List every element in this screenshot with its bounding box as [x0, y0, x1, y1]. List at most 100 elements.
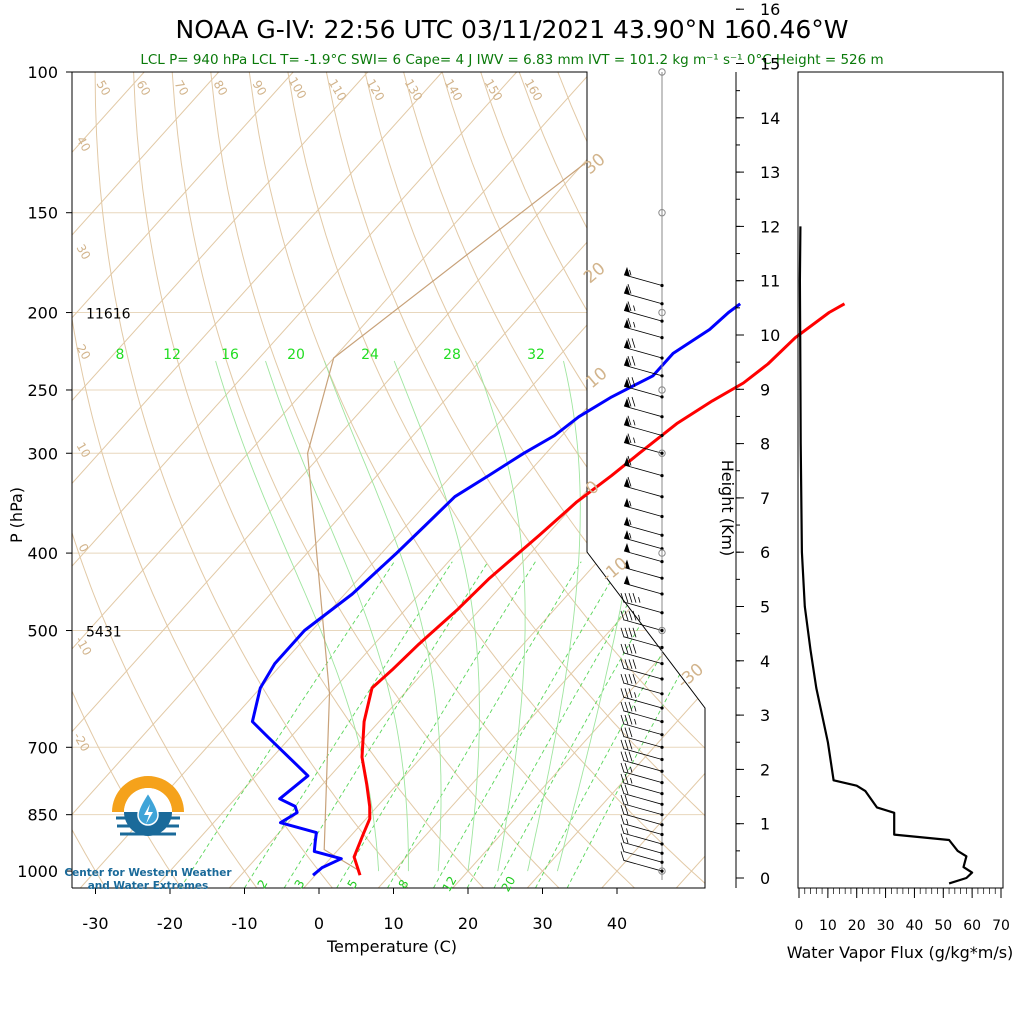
wind-barb-feather: [632, 627, 637, 638]
x-tick-label: 10: [383, 914, 403, 933]
wind-barb: [623, 346, 663, 359]
wind-barb-feather: [628, 643, 633, 654]
wind-barb: [623, 696, 663, 709]
dry-adiabat-label: 20: [74, 342, 94, 362]
dry-adiabat-label: 140: [442, 77, 466, 104]
mixing-ratio-label: 5: [345, 877, 361, 891]
wind-barb: [623, 567, 663, 579]
wind-barb: [623, 842, 663, 854]
dry-adiabat: [828, 72, 1024, 888]
barb-dot: [660, 823, 664, 827]
wind-barb: [623, 723, 663, 736]
wind-barb-feather: [620, 762, 625, 773]
mixing-ratio-line: [566, 561, 705, 888]
wind-barb-feather: [627, 356, 632, 366]
flux-x-tick-label: 40: [906, 918, 924, 934]
wind-barb-feather: [624, 794, 629, 805]
barb-dot: [660, 514, 664, 519]
isobar-lines: [72, 212, 705, 816]
wind-barb: [623, 464, 663, 477]
flux-panel-frame: [797, 71, 1004, 889]
mixing-ratio-label: 3: [292, 877, 308, 891]
wind-barb-feather: [624, 674, 629, 684]
barb-dot: [660, 451, 664, 455]
dry-adiabat: [72, 72, 107, 888]
barb-dot: [660, 757, 664, 762]
logo-sun-arc: [112, 776, 184, 812]
chart-subtitle: LCL P= 940 hPa LCL T= -1.9°C SWI= 6 Cape…: [140, 52, 883, 68]
height-tick-label: 10: [760, 326, 780, 345]
flux-x-tick-label: 30: [877, 918, 895, 934]
wind-barb-feather: [632, 610, 637, 621]
dry-adiabat: [94, 72, 409, 888]
calm-circle: [658, 386, 666, 394]
wind-barb: [623, 582, 663, 595]
moist-adiabat: [556, 360, 649, 872]
wind-barb-half: [629, 500, 632, 507]
isotherm-label: 20: [580, 259, 609, 288]
y-tick-label: 850: [27, 806, 58, 825]
barb-dot: [660, 832, 664, 837]
flux-x-tick-label: 20: [848, 918, 866, 934]
wind-barb-feather: [624, 643, 629, 654]
dry-adiabat-label: -20: [70, 730, 92, 754]
wind-barb: [623, 524, 663, 536]
wind-barb-feather: [628, 688, 633, 698]
wind-barb-flag: [624, 266, 630, 277]
dry-adiabat-label: 130: [402, 77, 426, 104]
wind-barb: [623, 405, 663, 418]
barb-dot: [660, 474, 664, 478]
dry-adiabat: [712, 72, 1024, 888]
wind-barb-half: [629, 519, 632, 526]
wind-barb-feather: [628, 674, 633, 684]
wind-barb-half: [626, 818, 629, 825]
wind-barb-flag: [624, 478, 630, 488]
barb-dot: [660, 645, 664, 650]
mixing-ratio-label: 20: [499, 874, 519, 894]
flux-x-tick-label: 10: [819, 918, 837, 934]
calm-circle: [658, 549, 666, 557]
barb-dot: [660, 374, 664, 378]
isotherm-line: [228, 72, 705, 888]
moist-adiabat: [527, 360, 581, 872]
dry-adiabat: [751, 72, 1024, 888]
logo-text-line2: and Water Extremes: [88, 880, 209, 892]
wind-barb: [623, 292, 663, 305]
wind-barb-feather: [624, 714, 629, 725]
height-tick-label: 15: [760, 55, 780, 74]
wind-barb-feather: [632, 592, 637, 603]
wind-barb-feather: [631, 338, 636, 348]
y-tick-label: 200: [27, 304, 58, 323]
mixing-ratio-label: 28: [443, 347, 461, 363]
dry-adiabat-lines: [72, 72, 1024, 888]
wind-barb: [623, 771, 663, 783]
moist-adiabat: [475, 360, 526, 872]
wind-barb-feather: [631, 396, 636, 407]
wind-barb-feather: [620, 804, 625, 815]
wind-barb-feather: [627, 283, 632, 294]
mixing-ratio-line: [180, 561, 395, 888]
dry-adiabat-label: 90: [250, 78, 270, 98]
wind-barb-feather: [624, 762, 629, 773]
wind-barb: [623, 793, 663, 805]
dry-adiabat: [364, 72, 705, 888]
y-tick-label: 100: [27, 63, 58, 82]
mixing-ratio-line: [244, 561, 453, 888]
wind-barb-feather: [624, 784, 629, 795]
dry-adiabat: [403, 72, 705, 888]
x-tick-label: 40: [607, 914, 627, 933]
flux-x-tick-label: 50: [934, 918, 952, 934]
barb-dot: [660, 560, 664, 564]
wind-barb: [623, 537, 663, 550]
wind-barb-flag: [624, 559, 630, 570]
dry-adiabat-label: 80: [211, 78, 231, 98]
wind-barb-feather: [627, 433, 632, 444]
dry-adiabat: [557, 72, 705, 888]
wind-barb-half: [634, 692, 637, 698]
dry-adiabat-label: 110: [326, 77, 350, 104]
wind-barb-feather: [627, 415, 632, 426]
wind-barb: [623, 823, 663, 835]
wind-barb: [623, 736, 663, 748]
mixing-ratio-line: [466, 561, 653, 888]
x-tick-label: -10: [231, 914, 257, 933]
